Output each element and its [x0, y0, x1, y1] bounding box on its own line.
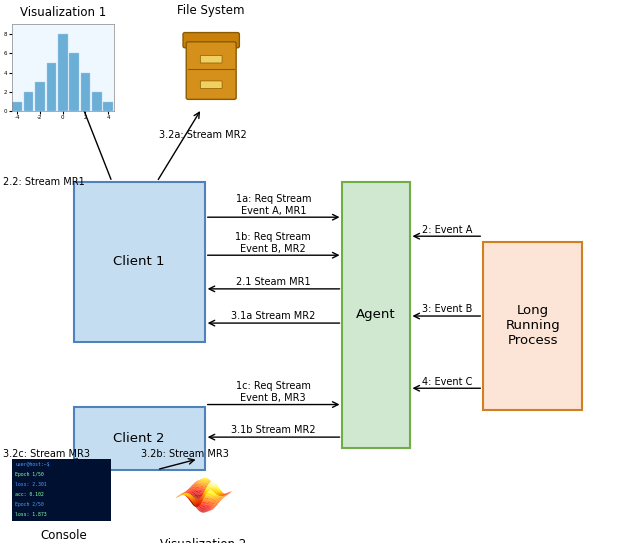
FancyBboxPatch shape: [342, 182, 410, 448]
Text: 2.1 Steam MR1: 2.1 Steam MR1: [236, 277, 310, 287]
Text: 2.2: Stream MR1: 2.2: Stream MR1: [3, 178, 85, 187]
Text: loss: 2.301: loss: 2.301: [15, 482, 47, 487]
FancyBboxPatch shape: [200, 81, 222, 89]
Bar: [35, 83, 45, 111]
Text: loss: 1.873: loss: 1.873: [15, 512, 47, 517]
Text: 1a: Req Stream
Event A, MR1: 1a: Req Stream Event A, MR1: [236, 194, 311, 216]
Text: Epoch 2/50: Epoch 2/50: [15, 502, 44, 507]
Bar: [24, 92, 33, 111]
Text: Client 1: Client 1: [113, 256, 165, 268]
Text: 1b: Req Stream
Event B, MR2: 1b: Req Stream Event B, MR2: [236, 232, 311, 254]
Text: Visualization 1: Visualization 1: [20, 6, 106, 19]
Bar: [104, 102, 113, 111]
FancyBboxPatch shape: [74, 182, 205, 342]
Text: 3: Event B: 3: Event B: [422, 305, 472, 314]
Text: Long
Running
Process: Long Running Process: [506, 304, 560, 348]
FancyBboxPatch shape: [183, 33, 239, 48]
Bar: [12, 102, 22, 111]
Text: 3.2b: Stream MR3: 3.2b: Stream MR3: [141, 449, 228, 459]
Text: 3.2a: Stream MR2: 3.2a: Stream MR2: [159, 130, 246, 140]
FancyBboxPatch shape: [483, 242, 582, 410]
Text: Agent: Agent: [356, 308, 396, 321]
Text: Console: Console: [40, 529, 88, 542]
Text: 4: Event C: 4: Event C: [422, 377, 472, 387]
FancyBboxPatch shape: [186, 42, 236, 99]
Bar: [69, 53, 79, 111]
Text: 3.1b Stream MR2: 3.1b Stream MR2: [231, 426, 316, 435]
Text: acc: 0.102: acc: 0.102: [15, 493, 44, 497]
Bar: [81, 73, 90, 111]
Text: Epoch 1/50: Epoch 1/50: [15, 472, 44, 477]
Bar: [92, 92, 102, 111]
FancyBboxPatch shape: [200, 55, 222, 63]
Bar: [47, 63, 56, 111]
FancyBboxPatch shape: [74, 407, 205, 470]
Bar: [58, 34, 68, 111]
Text: user@host:~$: user@host:~$: [15, 462, 50, 468]
Text: Visualization 2: Visualization 2: [161, 538, 246, 543]
Text: 1c: Req Stream
Event B, MR3: 1c: Req Stream Event B, MR3: [236, 381, 310, 403]
Text: 2: Event A: 2: Event A: [422, 225, 472, 235]
Text: 3.1a Stream MR2: 3.1a Stream MR2: [231, 312, 316, 321]
Text: File System: File System: [177, 4, 245, 17]
Text: 3.2c: Stream MR3: 3.2c: Stream MR3: [3, 449, 90, 459]
Text: Client 2: Client 2: [113, 432, 165, 445]
